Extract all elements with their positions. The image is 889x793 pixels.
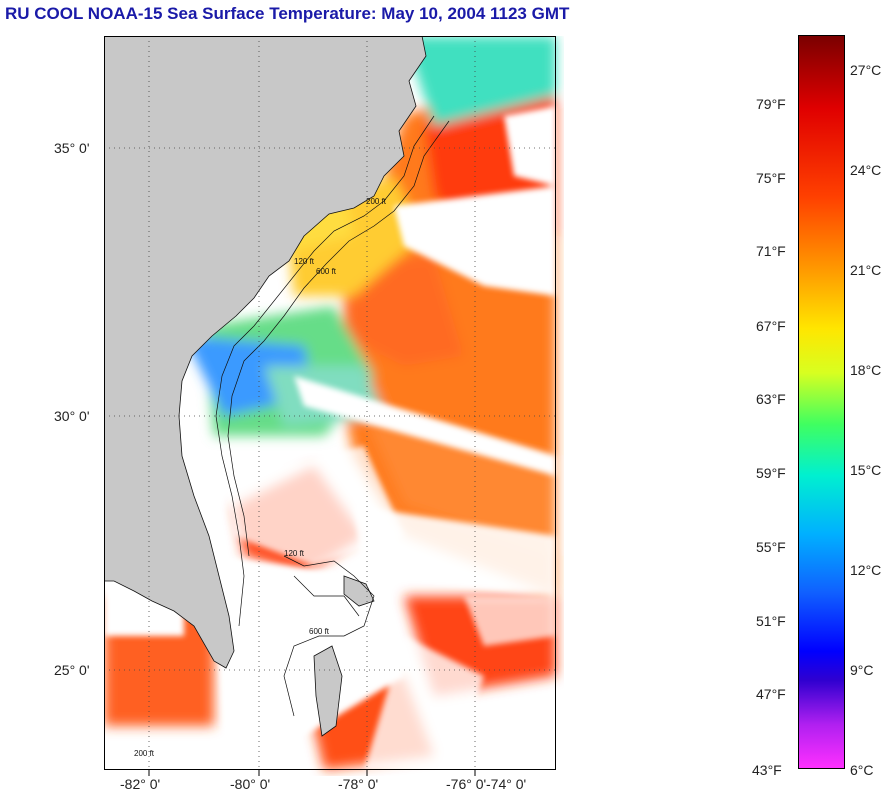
celsius-label: 9°C xyxy=(850,662,874,678)
longitude-label: -76° 0' xyxy=(446,776,486,792)
fahrenheit-label: 59°F xyxy=(756,465,786,481)
contour-label: 200 ft xyxy=(134,749,155,758)
fahrenheit-label: 43°F xyxy=(752,762,782,778)
temperature-colorbar xyxy=(798,35,846,769)
fahrenheit-label: 79°F xyxy=(756,96,786,112)
longitude-label: -78° 0' xyxy=(338,776,378,792)
celsius-label: 21°C xyxy=(850,262,881,278)
longitude-label: -80° 0' xyxy=(230,776,270,792)
longitude-label: -82° 0' xyxy=(120,776,160,792)
fahrenheit-label: 55°F xyxy=(756,539,786,555)
celsius-label: 24°C xyxy=(850,162,881,178)
celsius-label: 6°C xyxy=(850,762,874,778)
celsius-label: 12°C xyxy=(850,562,881,578)
sst-map[interactable]: 200 ft 120 ft 600 ft 120 ft 600 ft 200 f… xyxy=(104,36,564,776)
contour-label: 600 ft xyxy=(309,627,330,636)
fahrenheit-label: 67°F xyxy=(756,318,786,334)
celsius-label: 18°C xyxy=(850,362,881,378)
contour-label: 200 ft xyxy=(366,197,387,206)
latitude-label: 35° 0' xyxy=(54,140,90,156)
contour-label: 120 ft xyxy=(294,257,315,266)
longitude-label: -74° 0' xyxy=(486,776,526,792)
celsius-label: 27°C xyxy=(850,62,881,78)
latitude-label: 25° 0' xyxy=(54,662,90,678)
latitude-label: 30° 0' xyxy=(54,408,90,424)
fahrenheit-label: 75°F xyxy=(756,170,786,186)
fahrenheit-label: 47°F xyxy=(756,686,786,702)
fahrenheit-label: 63°F xyxy=(756,391,786,407)
contour-label: 120 ft xyxy=(284,549,305,558)
fahrenheit-label: 71°F xyxy=(756,243,786,259)
contour-label: 600 ft xyxy=(316,267,337,276)
celsius-label: 15°C xyxy=(850,462,881,478)
fahrenheit-label: 51°F xyxy=(756,613,786,629)
page-title: RU COOL NOAA-15 Sea Surface Temperature:… xyxy=(5,4,569,24)
